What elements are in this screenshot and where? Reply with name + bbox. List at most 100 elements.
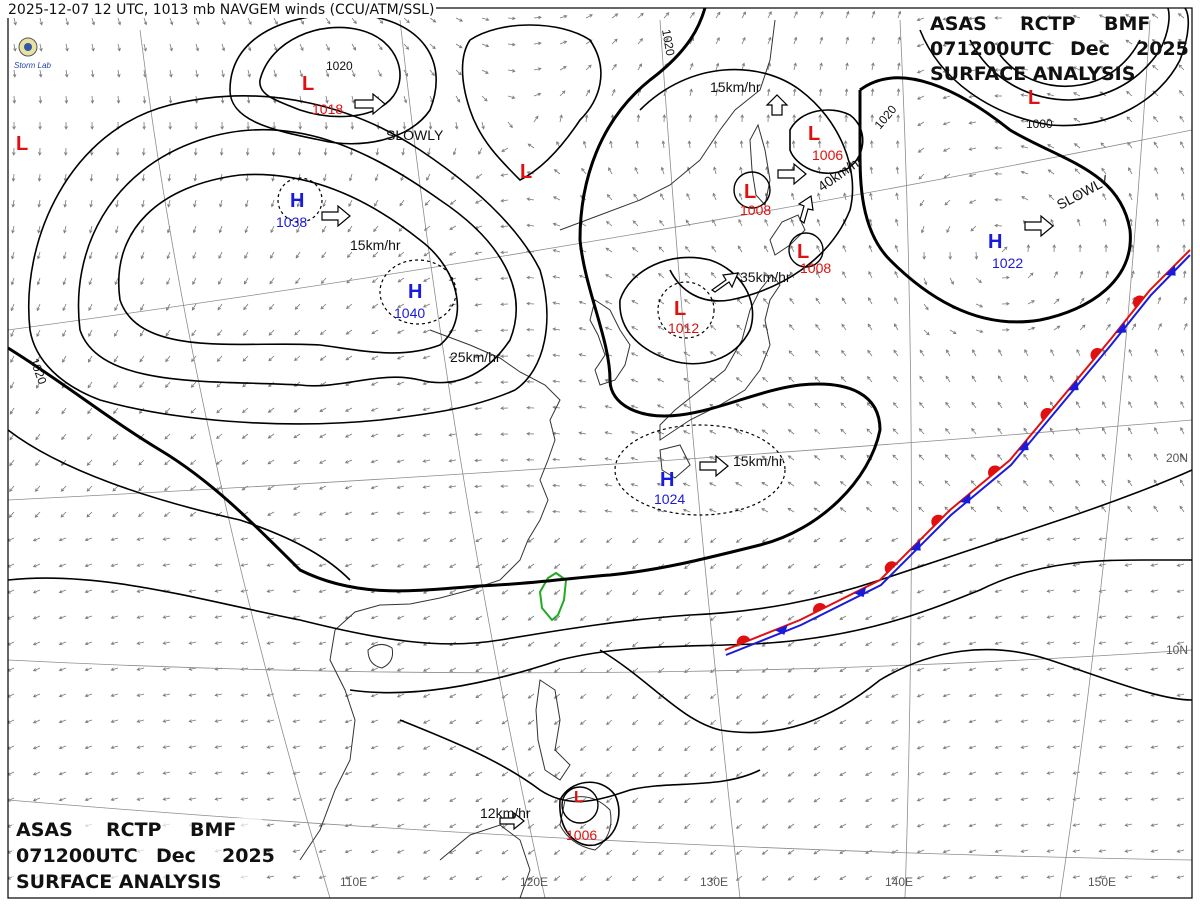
wind-arrow xyxy=(813,563,821,569)
wind-arrow xyxy=(892,480,899,487)
wind-arrow xyxy=(136,693,145,697)
wind-arrow xyxy=(1157,323,1162,331)
wind-arrow xyxy=(1156,270,1161,279)
wind-arrow xyxy=(1124,745,1133,749)
wind-arrow xyxy=(325,95,329,104)
high-pressure: 1038 xyxy=(276,214,307,230)
wind-arrow xyxy=(507,121,513,129)
wind-arrow xyxy=(923,329,930,336)
motion-arrow-icon xyxy=(354,92,386,116)
wind-arrow xyxy=(295,277,301,285)
wind-arrow xyxy=(948,251,952,260)
wind-arrow xyxy=(635,140,640,149)
wind-arrow xyxy=(944,199,951,206)
wind-arrow xyxy=(218,251,223,260)
wind-arrow xyxy=(839,481,847,487)
wind-arrow xyxy=(325,17,331,25)
wind-arrow xyxy=(970,225,977,232)
wind-arrow xyxy=(110,641,119,645)
wind-arrow xyxy=(842,244,847,253)
wind-arrow xyxy=(763,297,769,305)
wind-arrow xyxy=(1180,141,1185,149)
wind-arrow xyxy=(267,407,275,413)
wind-arrow xyxy=(8,511,15,518)
wind-arrow xyxy=(896,114,900,123)
motion-label: 15km/hr xyxy=(710,79,761,95)
wind-arrow xyxy=(142,121,146,130)
wind-arrow xyxy=(865,563,873,568)
wind-arrow xyxy=(1049,427,1055,435)
wind-arrow xyxy=(761,403,769,409)
wind-arrow xyxy=(815,297,821,305)
wind-arrow xyxy=(318,693,327,697)
wind-arrow xyxy=(344,745,353,750)
wind-arrow xyxy=(735,482,743,487)
wind-arrow xyxy=(162,641,171,645)
wind-arrow xyxy=(735,537,743,543)
wind-arrow xyxy=(1176,771,1185,775)
wind-arrow xyxy=(10,303,15,312)
cold-front-triangle xyxy=(1115,322,1127,333)
wind-arrow xyxy=(193,173,198,182)
wind-arrow xyxy=(892,454,899,461)
wind-arrow xyxy=(351,69,356,78)
wind-arrow xyxy=(115,199,119,208)
wind-arrow xyxy=(1020,849,1029,853)
wind-arrow xyxy=(370,511,379,516)
wind-arrow xyxy=(271,147,276,156)
wind-arrow xyxy=(1046,92,1055,97)
wind-arrow xyxy=(1020,537,1029,541)
wind-arrow xyxy=(292,719,301,723)
wind-arrow xyxy=(396,563,405,568)
wind-arrow xyxy=(188,745,197,749)
wind-arrow xyxy=(897,36,901,45)
wind-arrow xyxy=(1150,771,1159,775)
wind-arrow xyxy=(344,875,353,880)
wind-arrow xyxy=(923,277,928,286)
luzon xyxy=(535,679,571,781)
wind-arrow xyxy=(351,17,357,25)
wind-arrow xyxy=(631,246,639,253)
wind-arrow xyxy=(422,563,431,568)
wind-arrow xyxy=(890,797,899,802)
wind-arrow xyxy=(1020,875,1029,879)
wind-arrow xyxy=(1020,563,1029,567)
wind-arrow xyxy=(631,300,639,305)
wind-arrow xyxy=(1098,693,1107,697)
wind-arrow xyxy=(890,667,899,672)
wind-arrow xyxy=(241,485,249,491)
wind-arrow xyxy=(58,641,67,646)
wind-arrow xyxy=(140,303,145,311)
wind-arrow xyxy=(32,589,41,594)
wind-arrow xyxy=(189,511,197,517)
wind-arrow xyxy=(9,485,15,493)
low-letter: L xyxy=(16,133,28,155)
wind-arrow xyxy=(942,771,951,776)
wind-arrow xyxy=(10,355,15,363)
wind-arrow xyxy=(1098,14,1107,19)
wind-arrow xyxy=(1150,745,1159,749)
wind-arrow xyxy=(293,459,301,464)
wind-arrow xyxy=(266,823,275,827)
wind-arrow xyxy=(606,194,613,201)
wind-arrow xyxy=(345,407,353,412)
wind-arrow xyxy=(375,147,380,156)
high-letter: H xyxy=(660,469,674,491)
wind-arrow xyxy=(606,745,613,752)
wind-arrow xyxy=(968,16,977,21)
wind-arrow xyxy=(788,323,795,331)
wind-arrow xyxy=(1046,875,1055,879)
wind-arrow xyxy=(684,771,691,778)
wind-arrow xyxy=(110,771,119,775)
wind-arrow xyxy=(866,428,873,435)
wind-arrow xyxy=(188,589,197,593)
wind-arrow xyxy=(345,303,353,310)
wind-arrow xyxy=(658,246,665,253)
wind-arrow xyxy=(117,17,122,26)
wind-arrow xyxy=(919,199,925,207)
wind-arrow xyxy=(214,771,223,775)
wind-arrow xyxy=(422,719,431,724)
wind-arrow xyxy=(840,376,847,383)
wind-arrow xyxy=(1183,296,1187,305)
wind-arrow xyxy=(1076,348,1081,357)
